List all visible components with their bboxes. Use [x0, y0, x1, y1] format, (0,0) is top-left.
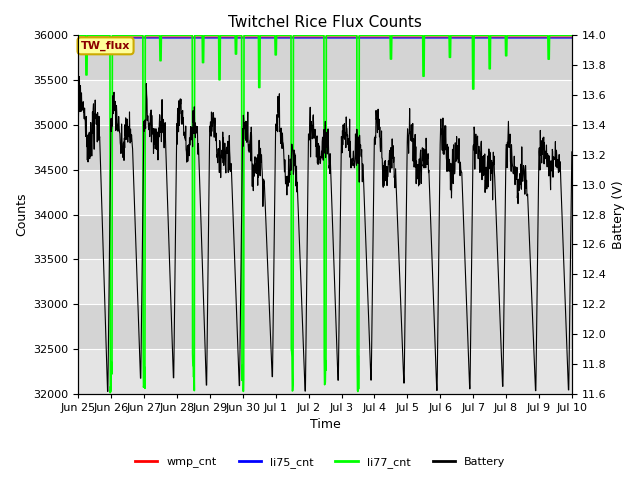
- Title: Twitchel Rice Flux Counts: Twitchel Rice Flux Counts: [228, 15, 422, 30]
- Y-axis label: Battery (V): Battery (V): [612, 180, 625, 249]
- Y-axis label: Counts: Counts: [15, 193, 28, 236]
- Bar: [79, 36, 572, 80]
- Legend: wmp_cnt, li75_cnt, li77_cnt, Battery: wmp_cnt, li75_cnt, li77_cnt, Battery: [131, 452, 509, 472]
- Bar: [79, 259, 572, 304]
- Bar: [79, 349, 572, 394]
- Bar: [79, 170, 572, 215]
- Bar: [79, 304, 572, 349]
- Bar: [79, 215, 572, 259]
- Bar: [79, 80, 572, 125]
- Text: TW_flux: TW_flux: [81, 41, 131, 51]
- X-axis label: Time: Time: [310, 419, 340, 432]
- Bar: [79, 125, 572, 170]
